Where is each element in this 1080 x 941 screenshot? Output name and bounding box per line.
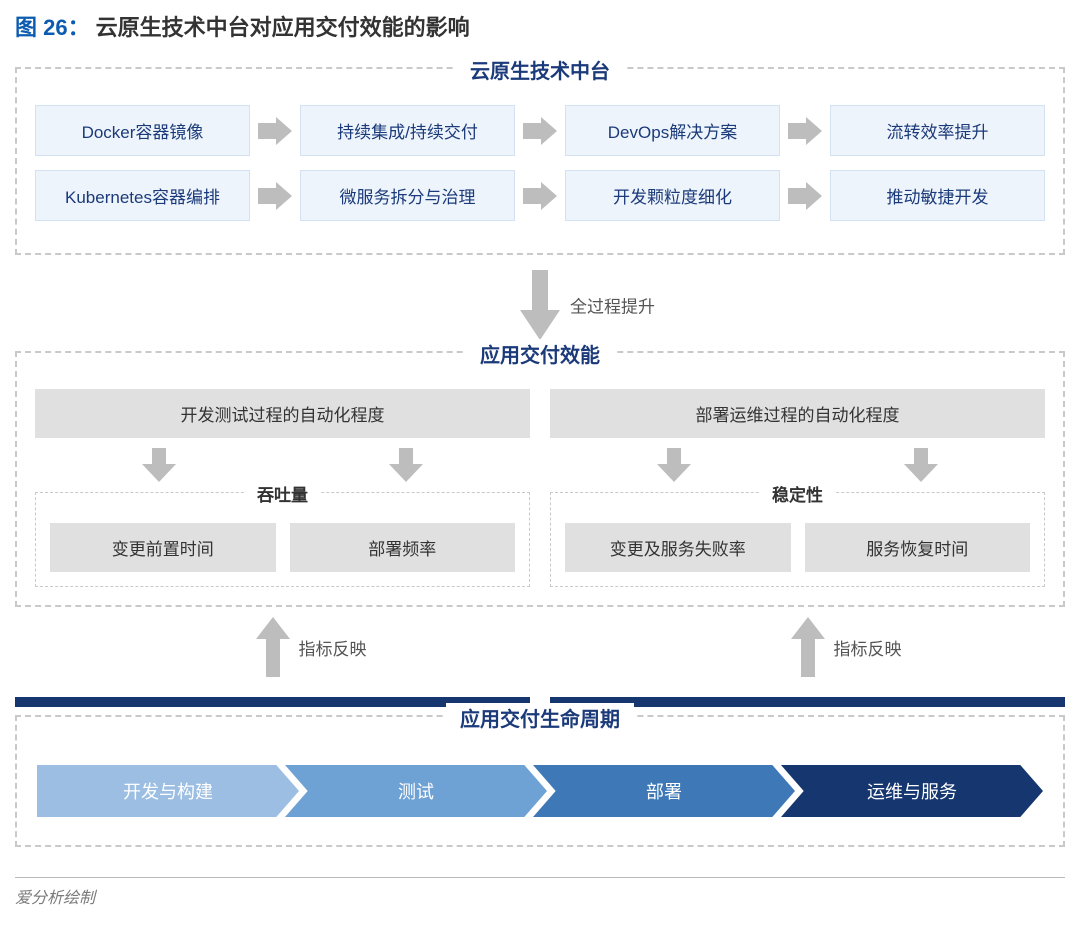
- metric-box: 部署频率: [290, 523, 516, 572]
- stability-title: 稳定性: [760, 481, 835, 506]
- lifecycle-chevrons: 开发与构建 测试 部署 运维与服务: [37, 765, 1043, 817]
- top-box: Docker容器镜像: [35, 105, 250, 156]
- top-panel: 云原生技术中台 Docker容器镜像 持续集成/持续交付 DevOps解决方案 …: [15, 67, 1065, 255]
- arrow-up-icon: [256, 617, 290, 677]
- mid-panel-title: 应用交付效能: [466, 339, 614, 368]
- arrow-right-icon: [788, 182, 822, 210]
- top-row-2: Kubernetes容器编排 微服务拆分与治理 开发颗粒度细化 推动敏捷开发: [35, 170, 1045, 221]
- lifecycle-stage-label: 运维与服务: [867, 778, 957, 804]
- figure-title-text: 云原生技术中台对应用交付效能的影响: [96, 15, 470, 40]
- lifecycle-stage: 运维与服务: [781, 765, 1043, 817]
- arrow-right-icon: [258, 182, 292, 210]
- metric-box: 变更前置时间: [50, 523, 276, 572]
- throughput-panel: 吞吐量 变更前置时间 部署频率: [35, 492, 530, 587]
- arrow-right-icon: [788, 117, 822, 145]
- arrow-down-icon: [904, 448, 938, 482]
- top-panel-title: 云原生技术中台: [456, 55, 624, 84]
- reflect-label: 指标反映: [834, 635, 902, 660]
- mid-left-header: 开发测试过程的自动化程度: [35, 389, 530, 438]
- footer-divider: [15, 877, 1065, 878]
- lifecycle-stage: 测试: [285, 765, 547, 817]
- arrow-right-icon: [523, 117, 557, 145]
- mid-right-header: 部署运维过程的自动化程度: [550, 389, 1045, 438]
- top-box: DevOps解决方案: [565, 105, 780, 156]
- top-box: 推动敏捷开发: [830, 170, 1045, 221]
- throughput-title: 吞吐量: [245, 481, 320, 506]
- mid-left-col: 开发测试过程的自动化程度 吞吐量 变更前置时间 部署频率: [35, 389, 530, 587]
- stability-panel: 稳定性 变更及服务失败率 服务恢复时间: [550, 492, 1045, 587]
- down-arrows: [35, 448, 530, 482]
- top-box: 开发颗粒度细化: [565, 170, 780, 221]
- arrow-right-icon: [258, 117, 292, 145]
- top-box: 持续集成/持续交付: [300, 105, 515, 156]
- lifecycle-title: 应用交付生命周期: [446, 703, 634, 732]
- big-down-arrow-row: 全过程提升: [15, 265, 1065, 345]
- big-arrow-label: 全过程提升: [570, 293, 655, 318]
- top-row-1: Docker容器镜像 持续集成/持续交付 DevOps解决方案 流转效率提升: [35, 105, 1045, 156]
- mid-panel: 应用交付效能 开发测试过程的自动化程度 吞吐量 变更前置时间 部署频率 部署运维…: [15, 351, 1065, 607]
- arrow-down-icon: [389, 448, 423, 482]
- top-box: 微服务拆分与治理: [300, 170, 515, 221]
- lifecycle-panel: 应用交付生命周期 开发与构建测试部署运维与服务: [15, 715, 1065, 847]
- arrow-down-icon: [142, 448, 176, 482]
- top-box: 流转效率提升: [830, 105, 1045, 156]
- lifecycle-stage: 开发与构建: [37, 765, 299, 817]
- lifecycle-stage-label: 开发与构建: [123, 778, 213, 804]
- lifecycle-stage: 部署: [533, 765, 795, 817]
- figure-title: 图 26：云原生技术中台对应用交付效能的影响: [15, 10, 1065, 42]
- down-arrows: [550, 448, 1045, 482]
- metric-box: 变更及服务失败率: [565, 523, 791, 572]
- figure-number: 图 26：: [15, 15, 90, 40]
- lifecycle-stage-label: 部署: [646, 778, 682, 804]
- arrow-down-icon: [520, 270, 560, 340]
- arrow-up-icon: [791, 617, 825, 677]
- metric-box: 服务恢复时间: [805, 523, 1031, 572]
- lifecycle-stage-label: 测试: [398, 778, 434, 804]
- top-box: Kubernetes容器编排: [35, 170, 250, 221]
- arrow-down-icon: [657, 448, 691, 482]
- reflect-right: 指标反映: [550, 617, 1065, 707]
- reflect-row: 指标反映 指标反映: [15, 617, 1065, 707]
- credit-text: 爱分析绘制: [15, 884, 1065, 908]
- arrow-right-icon: [523, 182, 557, 210]
- mid-right-col: 部署运维过程的自动化程度 稳定性 变更及服务失败率 服务恢复时间: [550, 389, 1045, 587]
- reflect-left: 指标反映: [15, 617, 530, 707]
- reflect-label: 指标反映: [299, 635, 367, 660]
